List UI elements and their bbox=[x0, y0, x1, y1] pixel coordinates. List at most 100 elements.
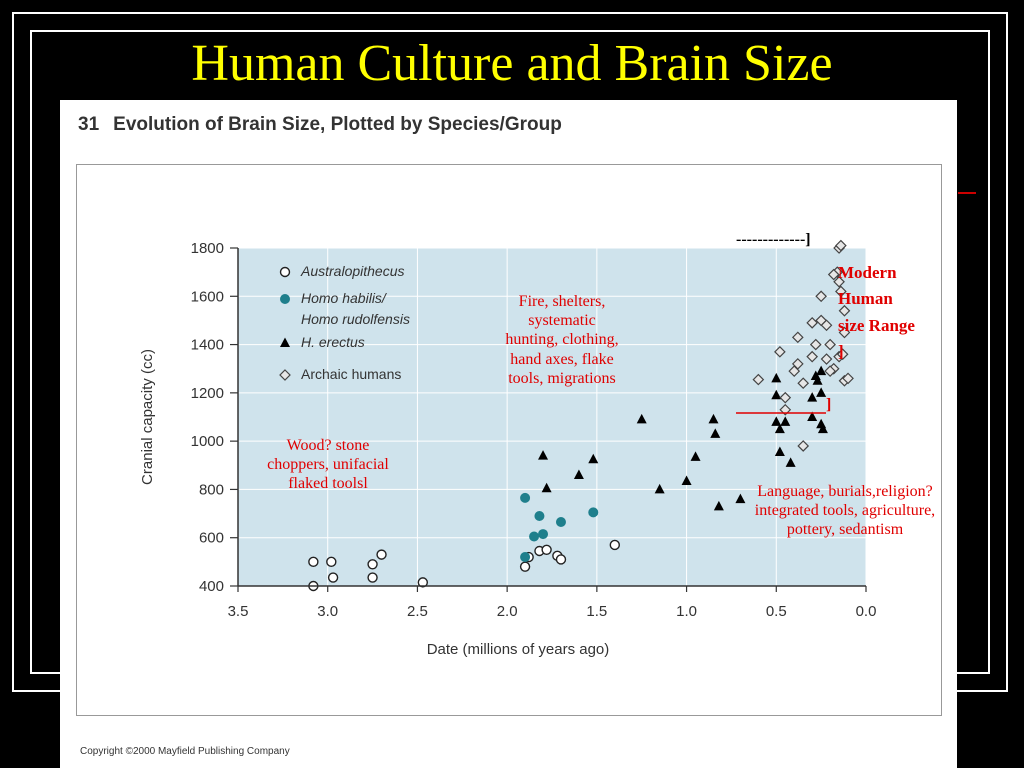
data-point-archaic-humans bbox=[824, 365, 836, 377]
legend-marker-homo-habilis-homo-rudolfensis bbox=[280, 294, 290, 304]
data-point-archaic-humans bbox=[809, 338, 822, 351]
legend-label-homo-habilis-homo-rudolfensis: Homo habilis/ bbox=[301, 290, 388, 306]
data-point-h-erectus bbox=[708, 413, 719, 424]
data-point-h-erectus bbox=[774, 423, 785, 434]
data-point-australopithecus bbox=[555, 554, 567, 565]
annotation-archaic: Language, burials,religion? integrated t… bbox=[754, 483, 936, 539]
figure-number: 31 bbox=[78, 114, 100, 135]
data-point-archaic-humans bbox=[815, 290, 827, 303]
data-point-h-erectus bbox=[816, 387, 827, 397]
data-point-archaic-humans bbox=[842, 372, 854, 385]
bracket-top: -------------] bbox=[736, 231, 811, 248]
data-point-h-erectus bbox=[573, 469, 584, 479]
data-point-archaic-humans bbox=[820, 319, 833, 332]
data-point-archaic-humans bbox=[797, 377, 810, 390]
data-point-archaic-humans bbox=[774, 345, 786, 358]
data-point-h-erectus bbox=[710, 428, 721, 438]
data-point-h-erectus bbox=[812, 375, 823, 385]
data-point-h-erectus bbox=[807, 392, 818, 402]
data-point-archaic-humans bbox=[824, 338, 836, 351]
data-point-homo-habilis-homo-rudolfensis bbox=[534, 510, 545, 521]
plot-area bbox=[238, 248, 866, 586]
data-point-h-erectus bbox=[785, 457, 796, 467]
data-point-archaic-humans bbox=[752, 373, 765, 386]
slide-title: Human Culture and Brain Size bbox=[191, 35, 833, 92]
data-point-australopithecus bbox=[327, 572, 339, 583]
data-point-australopithecus bbox=[519, 561, 531, 572]
data-point-australopithecus bbox=[417, 577, 429, 588]
data-point-archaic-humans bbox=[806, 350, 819, 363]
data-point-h-erectus bbox=[690, 451, 701, 461]
data-point-australopithecus bbox=[367, 559, 378, 570]
data-point-homo-habilis-homo-rudolfensis bbox=[520, 492, 531, 503]
data-point-h-erectus bbox=[713, 500, 724, 511]
data-point-h-erectus bbox=[774, 446, 785, 457]
data-point-archaic-humans bbox=[827, 268, 840, 281]
x-tick-label: 2.0 bbox=[497, 603, 518, 620]
annotation-oldowan: Wood? stone choppers, unifacial flaked t… bbox=[267, 437, 389, 493]
legend-label-australopithecus: Australopithecus bbox=[300, 263, 405, 279]
x-axis-label: Date (millions of years ago) bbox=[427, 641, 610, 658]
legend-marker-australopithecus bbox=[279, 266, 291, 278]
legend-label-homo-habilis-homo-rudolfensis: Homo rudolfensis bbox=[301, 311, 410, 327]
data-point-h-erectus bbox=[654, 483, 665, 494]
data-point-australopithecus bbox=[308, 556, 319, 568]
y-tick-label: 800 bbox=[199, 481, 224, 498]
figure-title: Evolution of Brain Size, Plotted by Spec… bbox=[113, 114, 562, 135]
x-tick-label: 3.0 bbox=[317, 603, 338, 620]
data-point-h-erectus bbox=[541, 482, 552, 493]
x-tick-label: 1.0 bbox=[676, 603, 697, 620]
data-point-archaic-humans bbox=[838, 326, 851, 339]
data-point-h-erectus bbox=[681, 475, 692, 485]
data-point-australopithecus bbox=[541, 544, 552, 555]
bracket-bottom: ] bbox=[826, 396, 832, 413]
data-point-archaic-humans bbox=[797, 440, 810, 452]
legend-marker-h-erectus bbox=[280, 337, 290, 347]
data-point-archaic-humans bbox=[838, 304, 851, 317]
decorative-red-dash bbox=[958, 192, 976, 194]
data-point-australopithecus bbox=[609, 539, 620, 551]
legend-marker-archaic-humans bbox=[279, 369, 291, 381]
data-point-australopithecus bbox=[367, 572, 378, 583]
x-tick-label: 0.0 bbox=[856, 603, 877, 620]
data-point-h-erectus bbox=[780, 416, 791, 426]
data-point-homo-habilis-homo-rudolfensis bbox=[529, 531, 540, 542]
legend-label-h-erectus: H. erectus bbox=[301, 334, 365, 350]
data-point-archaic-humans bbox=[779, 391, 792, 404]
data-point-archaic-humans bbox=[820, 353, 833, 365]
data-point-archaic-humans bbox=[833, 275, 845, 288]
x-tick-label: 2.5 bbox=[407, 603, 428, 620]
data-point-h-erectus bbox=[771, 372, 782, 383]
plot-frame bbox=[76, 164, 942, 716]
data-point-homo-habilis-homo-rudolfensis bbox=[555, 517, 566, 528]
y-tick-label: 1800 bbox=[191, 240, 224, 257]
annotation-modern-human: Modern Human size Range ] bbox=[838, 263, 915, 362]
data-point-archaic-humans bbox=[791, 331, 804, 344]
y-tick-label: 1400 bbox=[191, 337, 224, 354]
y-tick-label: 1600 bbox=[191, 288, 224, 305]
data-point-h-erectus bbox=[588, 453, 599, 464]
y-axis-label: Cranial capacity (cc) bbox=[139, 349, 156, 485]
x-tick-label: 3.5 bbox=[228, 603, 249, 620]
y-tick-label: 1200 bbox=[191, 385, 224, 402]
data-point-h-erectus bbox=[807, 411, 818, 421]
data-point-archaic-humans bbox=[835, 285, 847, 298]
data-point-australopithecus bbox=[376, 549, 387, 560]
data-point-h-erectus bbox=[636, 413, 647, 424]
x-tick-label: 1.5 bbox=[586, 603, 607, 620]
data-point-homo-habilis-homo-rudolfensis bbox=[588, 507, 599, 518]
data-point-homo-habilis-homo-rudolfensis bbox=[538, 529, 549, 540]
annotation-erectus: Fire, shelters, systematic hunting, clot… bbox=[505, 293, 619, 387]
y-tick-label: 1000 bbox=[191, 433, 224, 450]
x-tick-label: 0.5 bbox=[766, 603, 787, 620]
data-point-archaic-humans bbox=[791, 358, 804, 370]
data-point-h-erectus bbox=[771, 416, 782, 426]
data-point-h-erectus bbox=[771, 389, 782, 400]
figure-heading: 31 Evolution of Brain Size, Plotted by Sp… bbox=[78, 114, 562, 136]
data-point-australopithecus bbox=[326, 556, 337, 568]
data-point-h-erectus bbox=[816, 365, 827, 376]
data-point-homo-habilis-homo-rudolfensis bbox=[520, 552, 531, 563]
data-point-archaic-humans bbox=[835, 239, 847, 252]
